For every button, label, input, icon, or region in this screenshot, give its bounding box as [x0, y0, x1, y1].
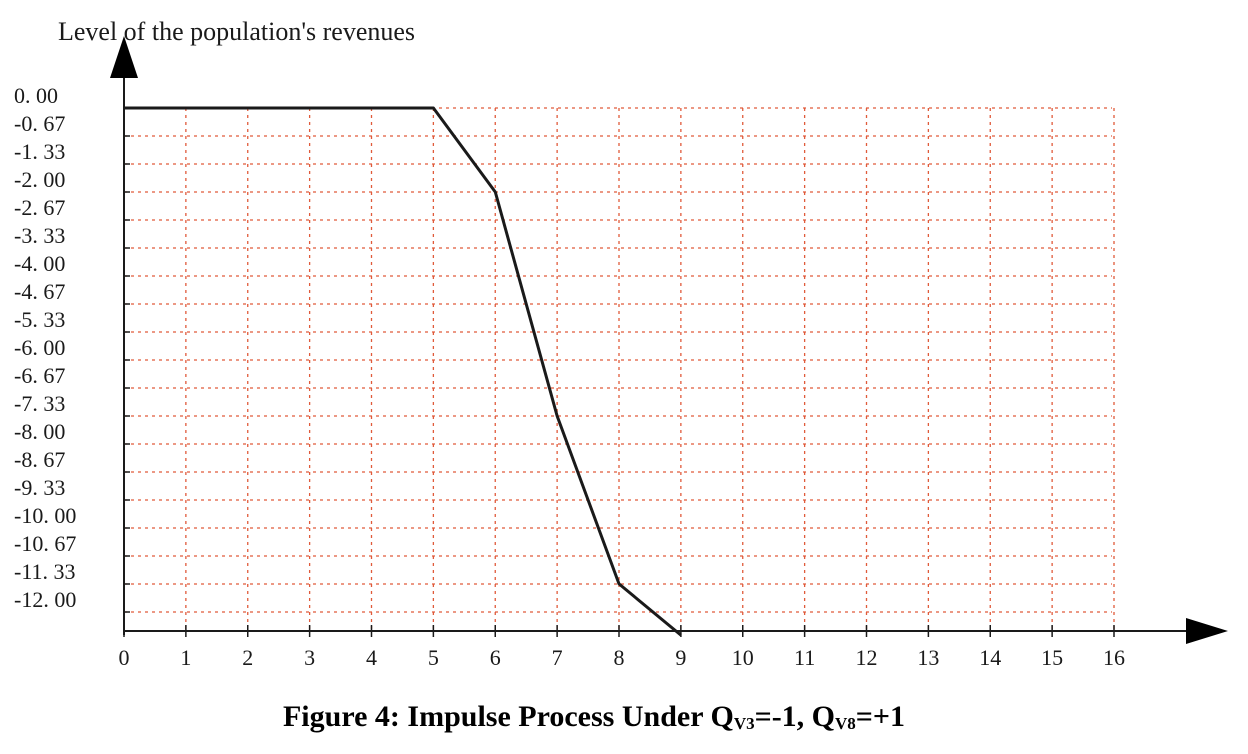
x-tick-label: 2 — [242, 645, 253, 670]
y-tick-label: -4. 00 — [14, 251, 65, 276]
y-axis-arrow-icon — [110, 36, 138, 78]
y-tick-label: -8. 67 — [14, 447, 65, 472]
caption-prefix: Figure 4: Impulse Process Under Q — [282, 700, 734, 733]
x-tick-label: 10 — [732, 645, 754, 670]
x-tick-label: 4 — [366, 645, 377, 670]
y-tick-label: -3. 33 — [14, 223, 65, 248]
y-tick-label: -2. 67 — [14, 195, 65, 220]
x-tick-label: 0 — [119, 645, 130, 670]
x-tick-label: 13 — [917, 645, 939, 670]
caption-suffix: =+1 — [855, 700, 905, 733]
x-tick-label: 6 — [490, 645, 501, 670]
caption-sub-v3: V3 — [733, 714, 755, 733]
y-tick-label: -7. 33 — [14, 391, 65, 416]
x-tick-label: 12 — [856, 645, 878, 670]
x-tick-label: 8 — [614, 645, 625, 670]
x-tick-label: 11 — [794, 645, 815, 670]
x-tick-label: 1 — [180, 645, 191, 670]
y-tick-label: -12. 00 — [14, 587, 76, 612]
y-tick-label: -0. 67 — [14, 111, 65, 136]
y-tick-label: -9. 33 — [14, 475, 65, 500]
y-tick-label: -10. 00 — [14, 503, 76, 528]
caption-sub-v8: V8 — [835, 714, 856, 733]
x-tick-label: 7 — [552, 645, 563, 670]
series-line — [124, 106, 682, 637]
x-tick-label: 15 — [1041, 645, 1063, 670]
y-tick-label: -5. 33 — [14, 307, 65, 332]
x-tick-label: 3 — [304, 645, 315, 670]
y-tick-label: -11. 33 — [14, 559, 76, 584]
x-tick-label: 14 — [979, 645, 1001, 670]
line-chart: 0. 00 -0. 67 -1. 33 -2. 00 -2. 67 -3. 33 -4. 0… — [14, 17, 1228, 670]
x-tick-label: 16 — [1103, 645, 1125, 670]
x-tick-label: 5 — [428, 645, 439, 670]
axes — [110, 36, 1228, 644]
grid-lines — [124, 107, 1115, 631]
y-axis-title: Level of the population's revenues — [58, 17, 415, 46]
y-tick-label: -6. 00 — [14, 335, 65, 360]
series — [123, 106, 682, 637]
figure-caption: Figure 4: Impulse Process Under QV3=-1, … — [0, 700, 1188, 734]
x-tick-label: 9 — [675, 645, 686, 670]
y-tick-label: 0. 00 — [14, 83, 58, 108]
x-axis-arrow-icon — [1186, 618, 1228, 644]
caption-mid: =-1, Q — [754, 700, 836, 733]
y-tick-label: -2. 00 — [14, 167, 65, 192]
y-tick-label: -4. 67 — [14, 279, 65, 304]
y-tick-label: -6. 67 — [14, 363, 65, 388]
y-tick-label: -8. 00 — [14, 419, 65, 444]
y-tick-label: -1. 33 — [14, 139, 65, 164]
tick-labels: 0. 00 -0. 67 -1. 33 -2. 00 -2. 67 -3. 33 -4. 0… — [14, 83, 1125, 670]
y-tick-label: -10. 67 — [14, 531, 76, 556]
